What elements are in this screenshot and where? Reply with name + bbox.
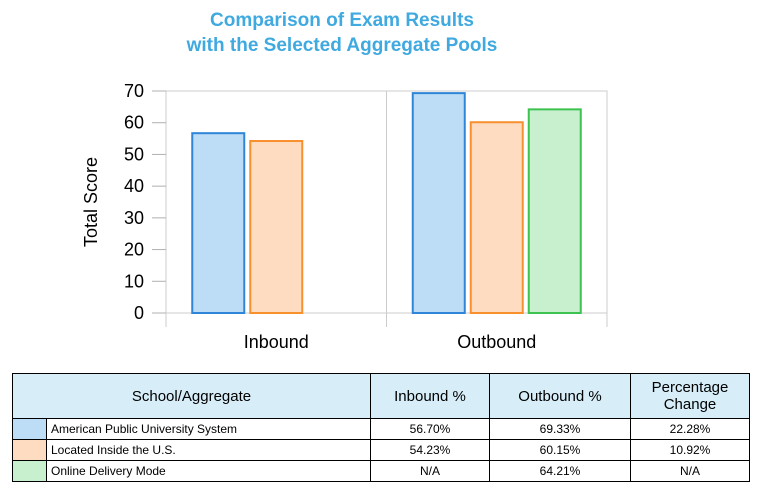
legend-swatch xyxy=(12,418,47,440)
results-table: School/Aggregate Inbound % Outbound % Pe… xyxy=(12,373,750,482)
y-tick-label: 0 xyxy=(134,303,144,323)
row-change: N/A xyxy=(630,460,750,482)
y-axis-title: Total Score xyxy=(81,157,101,247)
y-tick-label: 60 xyxy=(124,113,144,133)
header-outbound: Outbound % xyxy=(489,373,631,419)
row-name: Located Inside the U.S. xyxy=(46,439,371,461)
chart-title-line-2: with the Selected Aggregate Pools xyxy=(186,35,498,56)
y-tick-label: 20 xyxy=(124,240,144,260)
bar-chart: 0 10 20 30 40 50 60 70 Total Score Inbound Outboun… xyxy=(81,81,608,352)
y-tick-label: 70 xyxy=(124,81,144,101)
legend-swatch xyxy=(12,439,47,461)
bar xyxy=(527,108,582,315)
chart-title: Comparison of Exam Results with the Sele… xyxy=(0,8,684,58)
y-tick-label: 30 xyxy=(124,208,144,228)
row-inbound: N/A xyxy=(370,460,490,482)
x-tick-label: Outbound xyxy=(457,332,536,352)
row-inbound: 56.70% xyxy=(370,418,490,440)
row-outbound: 69.33% xyxy=(489,418,631,440)
row-change: 10.92% xyxy=(630,439,750,461)
table-row: American Public University System 56.70%… xyxy=(12,418,750,440)
bar xyxy=(191,132,246,314)
header-inbound: Inbound % xyxy=(370,373,490,419)
bar xyxy=(249,140,304,314)
bar xyxy=(469,121,524,314)
row-name: American Public University System xyxy=(46,418,371,440)
table-header-row: School/Aggregate Inbound % Outbound % Pe… xyxy=(12,373,750,419)
y-tick-label: 50 xyxy=(124,144,144,164)
header-percentage-change: Percentage Change xyxy=(630,373,750,419)
row-change: 22.28% xyxy=(630,418,750,440)
row-name: Online Delivery Mode xyxy=(46,460,371,482)
bar xyxy=(411,92,466,314)
row-outbound: 64.21% xyxy=(489,460,631,482)
row-outbound: 60.15% xyxy=(489,439,631,461)
chart-title-line-1: Comparison of Exam Results xyxy=(210,10,474,31)
row-inbound: 54.23% xyxy=(370,439,490,461)
legend-swatch xyxy=(12,460,47,482)
y-tick-label: 40 xyxy=(124,176,144,196)
header-school-aggregate: School/Aggregate xyxy=(12,373,371,419)
y-tick-label: 10 xyxy=(124,271,144,291)
table-row: Online Delivery Mode N/A 64.21% N/A xyxy=(12,460,750,482)
table-row: Located Inside the U.S. 54.23% 60.15% 10… xyxy=(12,439,750,461)
x-tick-label: Inbound xyxy=(244,332,309,352)
